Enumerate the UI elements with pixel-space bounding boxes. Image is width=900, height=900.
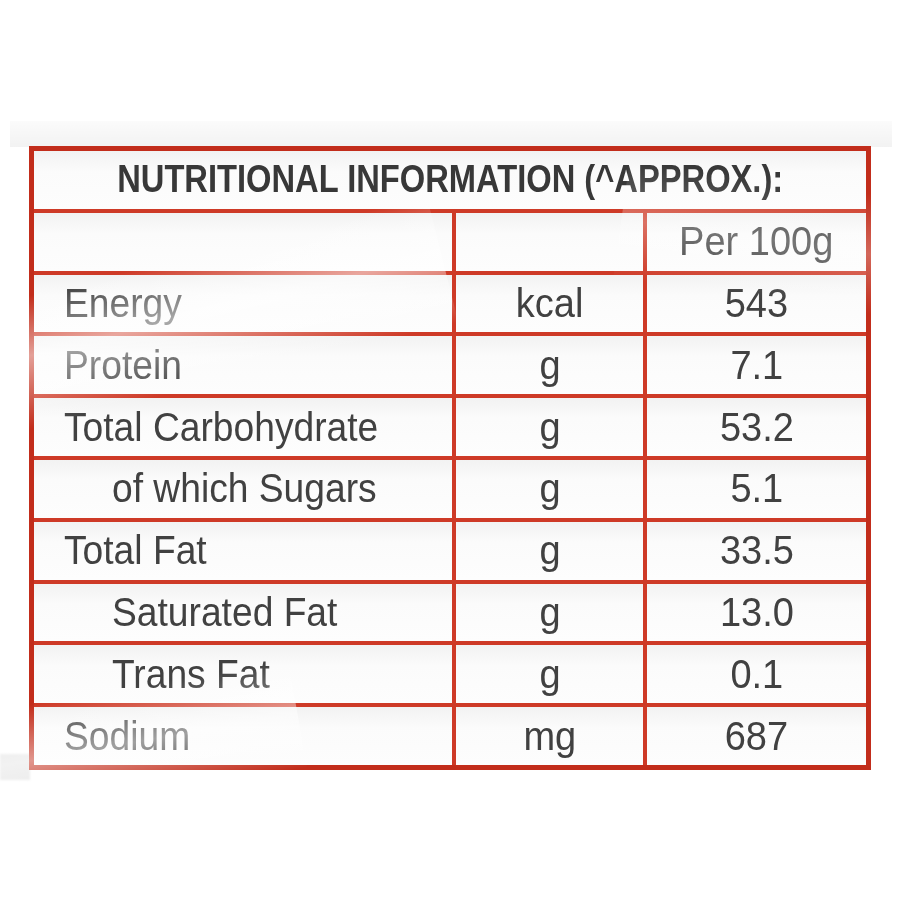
nutrient-value: 0.1: [730, 652, 783, 697]
nutrient-label: Protein: [64, 343, 182, 388]
table-title: NUTRITIONAL INFORMATION (^APPROX.):: [117, 158, 783, 201]
nutrient-value-cell: 53.2: [647, 398, 866, 456]
nutrient-label: Total Fat: [64, 528, 207, 573]
nutrition-label-photo: NUTRITIONAL INFORMATION (^APPROX.): Per …: [0, 0, 900, 900]
nutrient-unit: g: [539, 405, 560, 450]
table-title-cell: NUTRITIONAL INFORMATION (^APPROX.):: [34, 151, 866, 209]
per-100g-header-cell: Per 100g: [647, 213, 866, 271]
nutrient-value: 7.1: [730, 343, 783, 388]
nutrient-value-cell: 687: [647, 707, 866, 765]
nutrient-unit-cell: g: [456, 645, 642, 703]
nutrient-value-cell: 7.1: [647, 336, 866, 394]
nutrient-label-cell: Energy: [34, 275, 452, 333]
label-corner-shading: [0, 754, 30, 780]
nutrient-unit-cell: mg: [456, 707, 642, 765]
nutrient-unit-cell: kcal: [456, 275, 642, 333]
header-empty-label-cell: [34, 213, 452, 271]
nutrient-unit-cell: g: [456, 336, 642, 394]
nutrient-value-cell: 0.1: [647, 645, 866, 703]
nutrition-table: NUTRITIONAL INFORMATION (^APPROX.): Per …: [29, 146, 871, 770]
nutrient-value: 543: [725, 281, 788, 326]
nutrient-unit: g: [539, 466, 560, 511]
nutrient-label-cell: Protein: [34, 336, 452, 394]
nutrient-unit-cell: g: [456, 460, 642, 518]
nutrient-value: 687: [725, 714, 788, 759]
nutrient-unit: g: [539, 652, 560, 697]
nutrient-value: 33.5: [719, 528, 793, 573]
nutrient-label: Saturated Fat: [112, 590, 337, 635]
nutrient-sublabel-cell: Saturated Fat: [34, 584, 452, 642]
nutrient-label: of which Sugars: [112, 466, 377, 511]
nutrient-value-cell: 33.5: [647, 522, 866, 580]
nutrient-unit: mg: [523, 714, 576, 759]
nutrient-label: Energy: [64, 281, 182, 326]
nutrient-unit-cell: g: [456, 398, 642, 456]
nutrient-value: 5.1: [730, 466, 783, 511]
nutrient-unit: g: [539, 590, 560, 635]
nutrient-value-cell: 543: [647, 275, 866, 333]
nutrient-value: 53.2: [719, 405, 793, 450]
per-100g-header: Per 100g: [679, 219, 833, 264]
label-edge-shading: [10, 121, 892, 147]
nutrient-label-cell: Total Fat: [34, 522, 452, 580]
nutrient-unit-cell: g: [456, 522, 642, 580]
nutrient-value: 13.0: [719, 590, 793, 635]
nutrient-value-cell: 13.0: [647, 584, 866, 642]
nutrient-sublabel-cell: Trans Fat: [34, 645, 452, 703]
nutrient-unit: g: [539, 528, 560, 573]
header-empty-unit-cell: [456, 213, 642, 271]
nutrient-label-cell: Sodium: [34, 707, 452, 765]
nutrient-label-cell: Total Carbohydrate: [34, 398, 452, 456]
nutrient-label: Total Carbohydrate: [64, 405, 378, 450]
nutrient-unit: g: [539, 343, 560, 388]
nutrient-sublabel-cell: of which Sugars: [34, 460, 452, 518]
nutrient-unit: kcal: [516, 281, 584, 326]
nutrient-label: Trans Fat: [112, 652, 270, 697]
nutrient-value-cell: 5.1: [647, 460, 866, 518]
nutrient-unit-cell: g: [456, 584, 642, 642]
nutrient-label: Sodium: [64, 714, 190, 759]
